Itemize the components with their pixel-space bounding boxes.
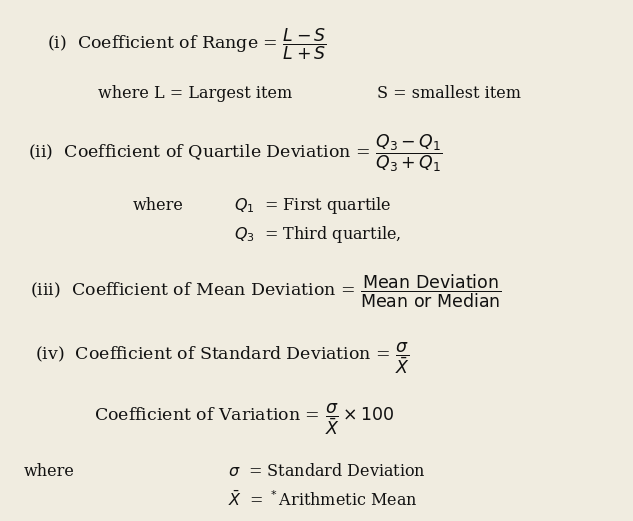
Text: S = smallest item: S = smallest item — [377, 85, 520, 102]
Text: $Q_1$  = First quartile: $Q_1$ = First quartile — [234, 195, 392, 216]
Text: where: where — [133, 197, 184, 214]
Text: (iv)  Coefficient of Standard Deviation = $\dfrac{\sigma}{\bar{X}}$: (iv) Coefficient of Standard Deviation =… — [35, 340, 410, 377]
Text: (iii)  Coefficient of Mean Deviation = $\dfrac{\mathrm{Mean\ Deviation}}{\mathrm: (iii) Coefficient of Mean Deviation = $\… — [30, 273, 502, 311]
Text: $\bar{X}$  = $^*$Arithmetic Mean: $\bar{X}$ = $^*$Arithmetic Mean — [228, 491, 417, 510]
Text: (ii)  Coefficient of Quartile Deviation = $\dfrac{Q_3 - Q_1}{Q_3 + Q_1}$: (ii) Coefficient of Quartile Deviation =… — [28, 133, 443, 175]
Text: Coefficient of Variation = $\dfrac{\sigma}{\bar{X}}\times 100$: Coefficient of Variation = $\dfrac{\sigm… — [94, 401, 394, 438]
Text: (i)  Coefficient of Range = $\dfrac{L-S}{L+S}$: (i) Coefficient of Range = $\dfrac{L-S}{… — [47, 27, 327, 62]
Text: where: where — [24, 463, 75, 480]
Text: $Q_3$  = Third quartile,: $Q_3$ = Third quartile, — [234, 224, 401, 245]
Text: where L = Largest item: where L = Largest item — [98, 85, 292, 102]
Text: $\sigma$  = Standard Deviation: $\sigma$ = Standard Deviation — [228, 463, 426, 480]
